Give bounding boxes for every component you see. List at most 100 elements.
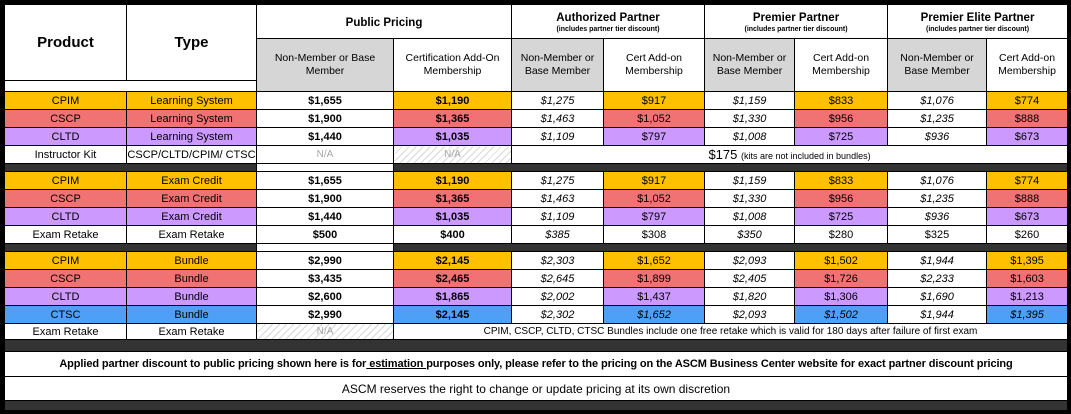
type-cell: Exam Credit [126, 189, 257, 208]
price-cell: $1,395 [986, 305, 1067, 324]
type-cell: Learning System [126, 127, 257, 146]
price-cell: $325 [887, 225, 988, 244]
price-cell: $1,035 [393, 207, 512, 226]
separator-white-gap-cell [256, 163, 394, 172]
bottom-black-bar [4, 400, 1067, 410]
kit-price-note-cell: $175 (kits are not included in bundles) [510, 145, 1067, 164]
na-cell: N/A [256, 145, 394, 164]
price-row: CPIM Bundle $2,990 $2,145 $2,303 $1,652 $2,093… [4, 251, 1067, 270]
price-cell: $1,655 [256, 91, 394, 110]
price-cell: $2,145 [393, 251, 512, 270]
footer-disclaimer-pre: Applied partner discount to public prici… [59, 358, 367, 370]
price-cell: $1,235 [887, 189, 988, 208]
product-cell: CLTD [4, 127, 127, 146]
product-cell: CSCP [4, 109, 127, 128]
price-cell: $2,600 [256, 287, 394, 306]
premier-cert-addon-subheader: Cert Add-on Membership [794, 38, 889, 92]
separator-dark-cell [392, 243, 1067, 252]
price-cell: $2,990 [256, 305, 394, 324]
price-row: CTSC Bundle $2,990 $2,145 $2,302 $1,652 $2,093… [4, 305, 1067, 324]
type-cell: Learning System [126, 109, 257, 128]
separator-row [4, 163, 1067, 172]
price-row: CLTD Exam Credit $1,440 $1,035 $1,109 $797 $1,… [4, 207, 1067, 226]
price-cell: $1,655 [256, 171, 394, 190]
pricing-table: Product Type Public Pricing Authorized P… [4, 4, 1067, 410]
price-cell: $917 [602, 171, 706, 190]
price-row: CLTD Bundle $2,600 $1,865 $2,002 $1,437 $1,820… [4, 287, 1067, 306]
price-cell: $2,405 [704, 269, 796, 288]
price-row: CSCP Learning System $1,900 $1,365 $1,463 $1,… [4, 109, 1067, 128]
price-cell: $2,990 [256, 251, 394, 270]
price-cell: $2,645 [511, 269, 604, 288]
price-cell: $2,145 [393, 305, 512, 324]
price-cell: $500 [256, 225, 394, 244]
price-cell: $1,076 [887, 91, 988, 110]
authorized-partner-note: (includes partner tier discount) [556, 25, 660, 33]
price-cell: $1,603 [986, 269, 1067, 288]
public-nonmember-subheader: Non-Member or Base Member [256, 38, 394, 92]
product-cell: CSCP [4, 269, 127, 288]
price-row: Exam Retake Exam Retake $500 $400 $385 $308 $3… [4, 225, 1067, 244]
price-cell: $1,440 [256, 127, 394, 146]
type-cell: Exam Retake [126, 225, 257, 244]
price-cell: $400 [393, 225, 512, 244]
thick-separator-row [4, 339, 1067, 352]
price-cell: $833 [794, 171, 889, 190]
price-cell: $1,052 [602, 109, 706, 128]
premier-elite-cert-addon-subheader: Cert Add-on Membership [986, 38, 1067, 92]
product-cell: CTSC [4, 305, 127, 324]
price-cell: $1,365 [393, 189, 512, 208]
separator-dark-cell [392, 163, 1067, 172]
price-cell: $1,213 [986, 287, 1067, 306]
type-cell: Exam Credit [126, 207, 257, 226]
separator-dark-cell [4, 163, 257, 172]
product-column-header: Product [4, 4, 127, 81]
price-cell: $2,002 [511, 287, 604, 306]
na-hatched-cell: N/A [393, 145, 512, 164]
price-cell: $725 [794, 207, 889, 226]
kit-price: $175 [708, 147, 741, 162]
price-cell: $1,159 [704, 91, 796, 110]
type-cell: CSCP/CLTD/CPIM/ CTSC [126, 145, 257, 164]
header-spacer-cell [4, 80, 257, 92]
price-cell: $888 [986, 189, 1067, 208]
type-cell: Exam Credit [126, 171, 257, 190]
authorized-cert-addon-subheader: Cert Add-on Membership [602, 38, 706, 92]
price-cell: $774 [986, 171, 1067, 190]
premier-elite-partner-label: Premier Elite Partner [920, 11, 1035, 24]
price-cell: $1,330 [704, 109, 796, 128]
price-cell: $2,093 [704, 305, 796, 324]
price-cell: $833 [794, 91, 889, 110]
price-cell: $1,726 [794, 269, 889, 288]
price-cell: $1,275 [511, 171, 604, 190]
price-cell: $2,302 [511, 305, 604, 324]
product-cell: CSCP [4, 189, 127, 208]
price-cell: $1,440 [256, 207, 394, 226]
price-cell: $1,275 [511, 91, 604, 110]
price-cell: $1,109 [511, 127, 604, 146]
price-cell: $385 [511, 225, 604, 244]
price-cell: $956 [794, 109, 889, 128]
authorized-partner-label: Authorized Partner [556, 11, 660, 24]
price-cell: $1,502 [794, 305, 889, 324]
price-cell: $673 [986, 127, 1067, 146]
footer-disclaimer-line: Applied partner discount to public prici… [4, 351, 1067, 377]
price-cell: $1,365 [393, 109, 512, 128]
price-cell: $1,463 [511, 109, 604, 128]
product-cell: CPIM [4, 251, 127, 270]
price-row: CPIM Exam Credit $1,655 $1,190 $1,275 $917 $1,… [4, 171, 1067, 190]
type-cell: Learning System [126, 91, 257, 110]
product-cell: CLTD [4, 287, 127, 306]
price-cell: $1,865 [393, 287, 512, 306]
product-cell: CPIM [4, 91, 127, 110]
price-cell: $936 [887, 207, 988, 226]
price-row: CPIM Learning System $1,655 $1,190 $1,275 $91… [4, 91, 1067, 110]
public-pricing-group-header: Public Pricing [256, 4, 512, 39]
price-cell: $3,435 [256, 269, 394, 288]
type-cell: Bundle [126, 305, 257, 324]
footer-rights-line: ASCM reserves the right to change or upd… [4, 376, 1067, 401]
price-cell: $1,306 [794, 287, 889, 306]
price-cell: $2,093 [704, 251, 796, 270]
price-cell: $1,235 [887, 109, 988, 128]
